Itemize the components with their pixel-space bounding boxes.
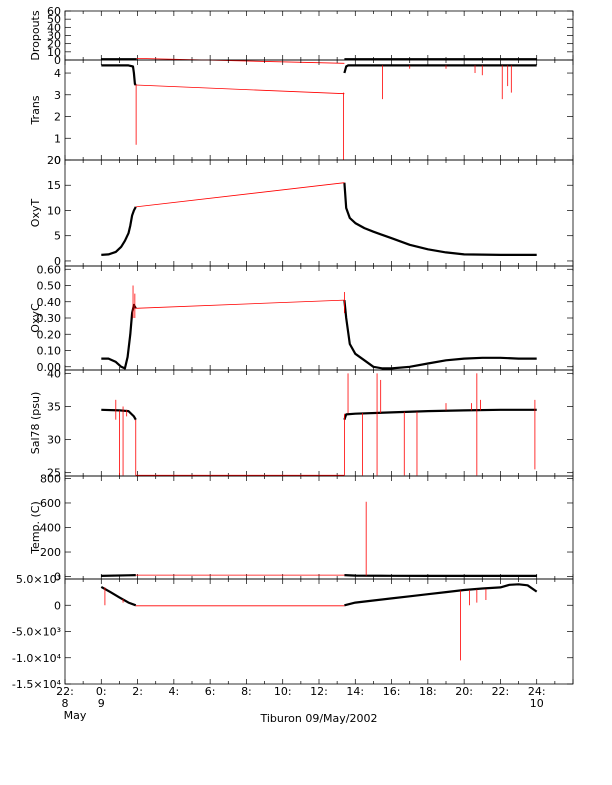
- y-tick-label: 10: [47, 204, 61, 217]
- y-tick-label: 5.0×10³: [16, 573, 61, 586]
- x-tick-label: 8:: [241, 685, 252, 698]
- panel-frame: [64, 59, 574, 161]
- y-tick-label: 0: [54, 54, 61, 67]
- panel-frame: [64, 475, 574, 580]
- x-tick-label-day: 10: [530, 697, 544, 710]
- y-tick-label: 25: [47, 467, 61, 480]
- panel-4: 25 30 35 40 Sal78 (psu): [29, 367, 574, 480]
- series-line: [344, 574, 537, 578]
- x-tick-label: 14:: [346, 685, 364, 698]
- y-axis-label: OxyC: [29, 303, 42, 333]
- panel-frame: [64, 369, 574, 477]
- panel-2: 0 5 10 15 20 OxyT: [29, 154, 574, 268]
- y-tick-label: 0: [54, 571, 61, 584]
- y-axis-label: Sal78 (psu): [29, 392, 42, 455]
- y-tick-label: 15: [47, 179, 61, 192]
- series-line: [343, 182, 537, 256]
- panel-5: 0 200 400 600 800 Temp. (C): [29, 472, 574, 584]
- y-tick-label: 0.20: [37, 328, 62, 341]
- y-tick-label: 0.60: [37, 263, 62, 276]
- x-tick-label: 4:: [168, 685, 179, 698]
- y-axis-label: Trans: [29, 95, 42, 125]
- y-tick-label: 0.50: [37, 280, 62, 293]
- x-tick-label: 18:: [419, 685, 437, 698]
- x-tick-label: 6:: [205, 685, 216, 698]
- y-tick-label: 60: [47, 5, 61, 18]
- x-tick-label: 12:: [310, 685, 328, 698]
- y-tick-label: 1: [54, 132, 61, 145]
- x-tick-label: 22:: [492, 685, 510, 698]
- panel-frame: [64, 578, 574, 685]
- y-tick-label: 200: [40, 546, 61, 559]
- y-tick-label: 20: [47, 154, 61, 167]
- y-tick-label: 50: [47, 13, 61, 26]
- y-tick-label: 40: [47, 367, 61, 380]
- panel-1: 0 1 2 3 4 Trans: [29, 59, 574, 167]
- series-line: [135, 84, 345, 95]
- y-tick-label: 5: [54, 230, 61, 243]
- y-tick-label: 0.00: [37, 361, 62, 374]
- y-tick-label: 800: [40, 472, 61, 485]
- x-tick-label-day: 8: [62, 697, 69, 710]
- x-tick-label: 10:: [274, 685, 292, 698]
- y-tick-label: 400: [40, 522, 61, 535]
- series-line: [136, 58, 345, 64]
- x-tick-label: 22:: [56, 685, 74, 698]
- series-line: [344, 583, 538, 607]
- series-line: [101, 206, 137, 256]
- y-axis-label: Temp. (C): [29, 501, 42, 555]
- y-tick-label: -5.0×10³: [12, 626, 61, 639]
- x-tick-label: 0:: [96, 685, 107, 698]
- y-tick-label: 10: [47, 46, 61, 59]
- panel-frame: [64, 10, 574, 61]
- y-tick-label: 0: [54, 154, 61, 167]
- y-tick-label: 4: [54, 67, 61, 80]
- figure-caption: Tiburon 09/May/2002: [259, 712, 377, 725]
- series-line: [343, 64, 537, 74]
- series-line: [135, 182, 345, 208]
- y-tick-label: 600: [40, 497, 61, 510]
- y-tick-label: 0.40: [37, 296, 62, 309]
- y-tick-label: 30: [47, 434, 61, 447]
- y-tick-label: 2: [54, 111, 61, 124]
- x-tick-label-day: 9: [98, 697, 105, 710]
- y-tick-label: 0.10: [37, 345, 62, 358]
- series-line: [135, 299, 345, 309]
- y-tick-label: 0.30: [37, 312, 62, 325]
- series-line: [101, 303, 137, 370]
- panel-frame: [64, 159, 574, 267]
- y-tick-label: 30: [47, 30, 61, 43]
- panels: 0102030405060Dropouts01234Trans05101520O…: [12, 5, 574, 722]
- y-tick-label: 35: [47, 400, 61, 413]
- x-tick-label-month: May: [64, 709, 87, 722]
- y-axis-label: OxyT: [29, 199, 42, 228]
- y-tick-label: 0: [54, 599, 61, 612]
- y-axis-label: Dropouts: [29, 10, 42, 60]
- x-tick-label: 24:: [528, 685, 546, 698]
- series-line: [101, 574, 136, 577]
- series-line: [101, 64, 137, 86]
- y-tick-label: 40: [47, 21, 61, 34]
- y-tick-label: 0: [54, 255, 61, 268]
- x-tick-label: 2:: [132, 685, 143, 698]
- panel-3: 0.00 0.10 0.20 0.30 0.40 0.50 0.60 OxyC: [29, 263, 574, 374]
- x-tick-label: 16:: [383, 685, 401, 698]
- y-tick-label: -1.0×10⁴: [12, 652, 62, 665]
- x-tick-label: 20:: [455, 685, 473, 698]
- series-line: [343, 299, 537, 370]
- series-line: [100, 585, 137, 607]
- y-tick-label: 20: [47, 38, 61, 51]
- y-tick-label: -1.5×10⁴: [12, 678, 62, 691]
- y-tick-label: 3: [54, 89, 61, 102]
- panel-frame: [64, 265, 574, 371]
- series-line: [343, 408, 537, 421]
- panel-6: -1.5×10⁴-1.0×10⁴-5.0×10³05.0×10³22:8May0…: [12, 573, 574, 722]
- series-line: [101, 408, 137, 421]
